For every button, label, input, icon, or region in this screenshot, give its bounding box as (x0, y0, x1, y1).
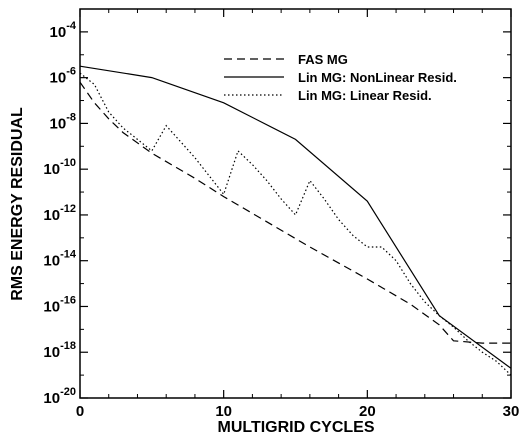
x-tick-label: 0 (76, 403, 84, 420)
legend-label-2: Lin MG: NonLinear Resid. (298, 70, 457, 85)
y-tick-label: 10-18 (43, 340, 76, 361)
y-tick-label: 10-10 (43, 157, 76, 178)
legend-label-3: Lin MG: Linear Resid. (298, 88, 432, 103)
plot-frame (79, 8, 512, 399)
series-lines (79, 65, 512, 376)
y-tick-label: 10-16 (43, 294, 76, 315)
x-tick-label: 20 (359, 403, 376, 420)
y-axis-title: RMS ENERGY RESIDUAL (9, 107, 26, 301)
series-line-1 (79, 81, 511, 344)
x-tick-label: 30 (503, 403, 520, 420)
legend: FAS MG Lin MG: NonLinear Resid. Lin MG: Li… (224, 52, 457, 103)
series-line-2 (79, 65, 512, 369)
x-tick-label: 10 (215, 403, 232, 420)
y-tick-label: 10-12 (43, 203, 76, 224)
y-tick-label: 10-20 (43, 386, 76, 407)
plot-border (79, 8, 512, 399)
x-axis-ticks: 0 10 20 30 (76, 9, 520, 420)
y-tick-label: 10-14 (43, 249, 76, 270)
series-line-3 (79, 72, 512, 376)
y-tick-label: 10-6 (50, 66, 76, 87)
y-axis-ticks: 10-20 10-18 10-16 10-14 10-12 10-10 10-8 10-6 10… (43, 20, 511, 407)
x-axis-title: MULTIGRID CYCLES (217, 419, 374, 436)
y-tick-label: 10-8 (50, 111, 76, 132)
y-tick-label: 10-4 (50, 20, 77, 41)
legend-label-1: FAS MG (298, 52, 348, 67)
